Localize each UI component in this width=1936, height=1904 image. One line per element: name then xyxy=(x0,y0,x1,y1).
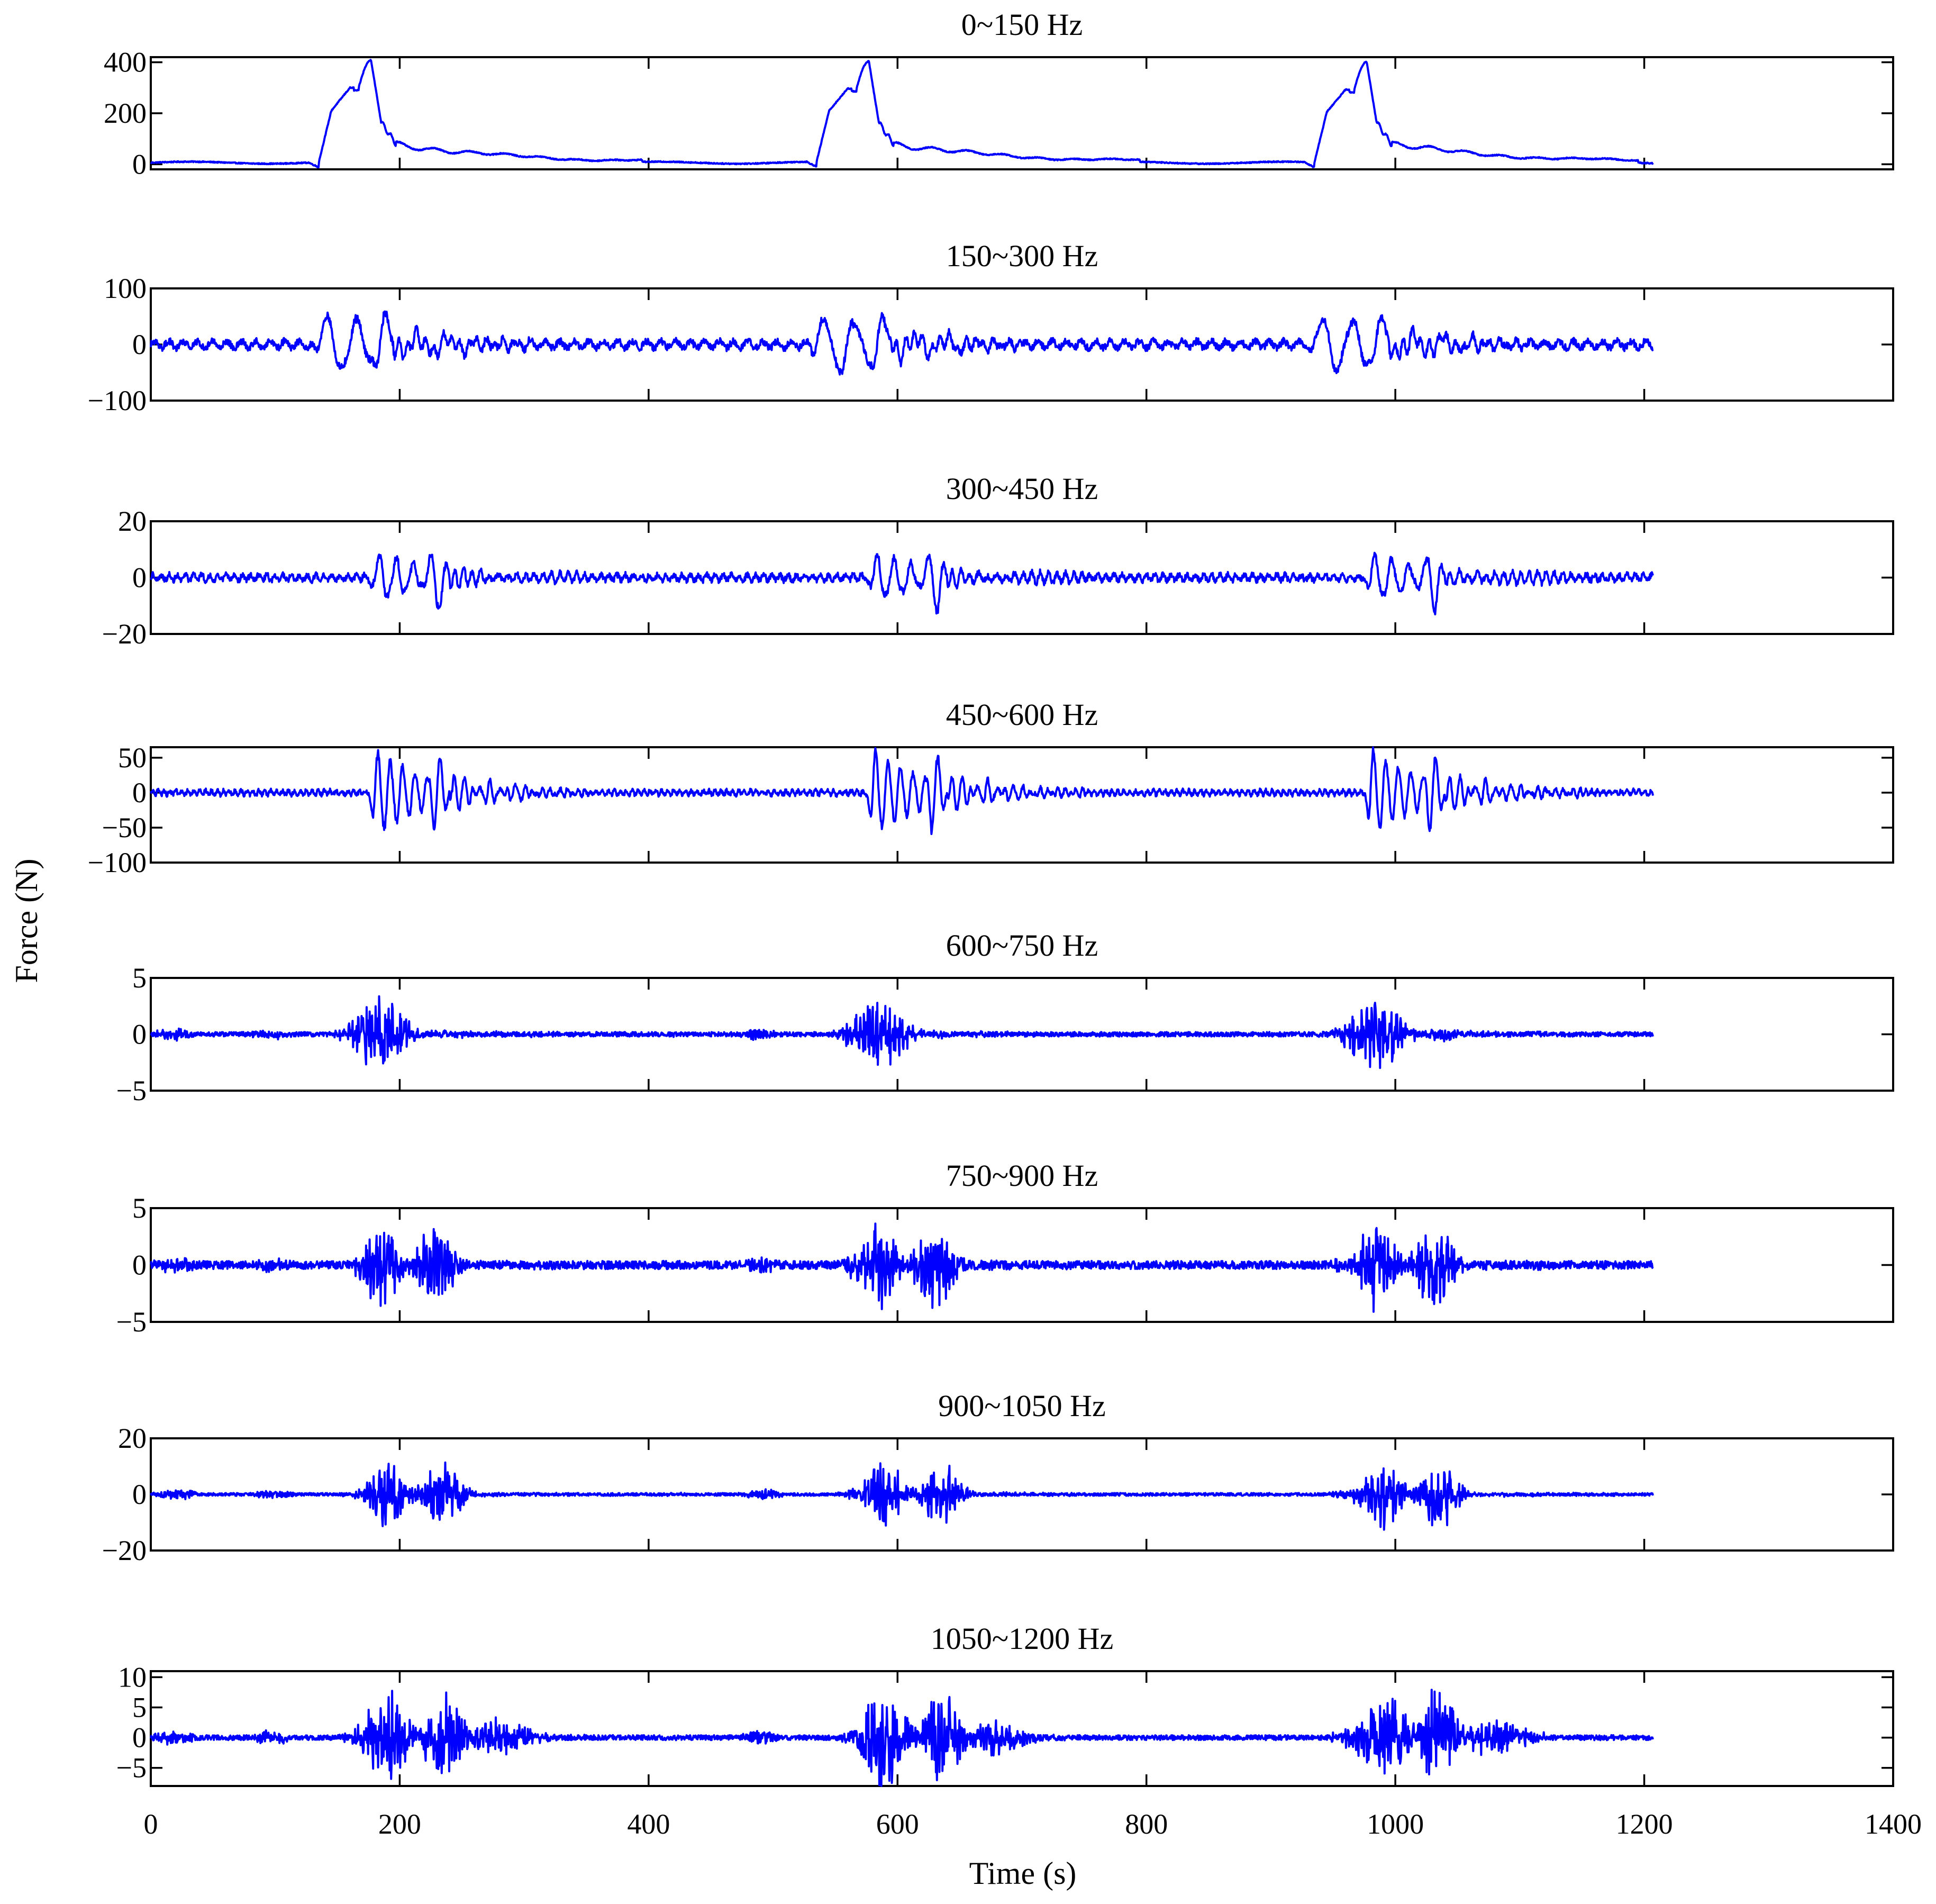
y-tick-label: 400 xyxy=(104,47,147,78)
x-tick-label: 800 xyxy=(1125,1808,1168,1840)
panel-title: 750~900 Hz xyxy=(946,1158,1098,1193)
subplot-4: 450~600 Hz 500−50−100 xyxy=(88,697,1894,878)
y-tick-label: 100 xyxy=(104,273,147,304)
y-tick-label: −5 xyxy=(116,1752,147,1784)
y-axis-label: Force (N) xyxy=(9,859,44,983)
series-line xyxy=(150,1461,1654,1531)
x-tick-label: 1200 xyxy=(1616,1808,1673,1840)
subplot-5: 600~750 Hz 5 0 −5 xyxy=(116,928,1894,1107)
y-tick-label: 10 xyxy=(118,1661,147,1693)
y-tick-label: 0 xyxy=(132,1722,147,1754)
x-tick-label: 200 xyxy=(378,1808,421,1840)
series-line xyxy=(150,1222,1654,1313)
y-tick-label: 200 xyxy=(104,97,147,129)
panel-title: 900~1050 Hz xyxy=(938,1389,1106,1423)
plot-frame xyxy=(150,56,1894,170)
plot-frame xyxy=(150,1670,1894,1787)
y-tick-label: −20 xyxy=(102,618,147,650)
y-tick-label: 0 xyxy=(132,329,147,360)
x-tick-label: 400 xyxy=(627,1808,670,1840)
y-tick-label: 0 xyxy=(132,1019,147,1050)
y-tick-label: 0 xyxy=(132,562,147,594)
y-tick-label: 0 xyxy=(132,148,147,180)
series-line xyxy=(150,310,1654,376)
y-tick-label: 5 xyxy=(132,962,147,994)
y-tick-label: −100 xyxy=(88,847,147,878)
series-line xyxy=(150,59,1654,169)
x-tick-label: 0 xyxy=(144,1808,158,1840)
y-tick-label: 0 xyxy=(132,1479,147,1510)
y-tick-label: 20 xyxy=(118,1422,147,1454)
subplot-6: 750~900 Hz 5 0 −5 xyxy=(116,1158,1894,1338)
y-tick-label: 50 xyxy=(118,742,147,774)
subplot-7: 900~1050 Hz 20 0 −20 xyxy=(102,1389,1894,1566)
y-tick-label: −50 xyxy=(102,812,147,844)
x-axis-label: Time (s) xyxy=(969,1856,1077,1891)
plot-frame xyxy=(150,746,1894,864)
subplot-1: 0~150 Hz 400 200 0 xyxy=(104,7,1894,180)
y-tick-label: 20 xyxy=(118,505,147,537)
y-tick-label: 5 xyxy=(132,1692,147,1724)
subplot-3: 300~450 Hz 20 0 −20 xyxy=(102,472,1894,650)
series-line xyxy=(150,995,1654,1069)
x-tick-label: 1400 xyxy=(1865,1808,1922,1840)
series-line xyxy=(150,746,1654,835)
x-tick-label: 600 xyxy=(876,1808,919,1840)
y-tick-label: −5 xyxy=(116,1306,147,1338)
y-tick-label: 5 xyxy=(132,1192,147,1224)
subplot-2: 150~300 Hz 100 0 −100 xyxy=(88,239,1894,416)
series-line xyxy=(150,551,1654,615)
y-tick-label: −5 xyxy=(116,1075,147,1107)
panel-title: 150~300 Hz xyxy=(946,239,1098,273)
x-tick-label: 1000 xyxy=(1367,1808,1424,1840)
panel-title: 0~150 Hz xyxy=(961,7,1083,42)
series-line xyxy=(150,1689,1654,1787)
panel-title: 450~600 Hz xyxy=(946,697,1098,732)
panel-title: 300~450 Hz xyxy=(946,472,1098,506)
y-tick-label: −20 xyxy=(102,1535,147,1566)
y-tick-label: 0 xyxy=(132,777,147,809)
panel-title: 600~750 Hz xyxy=(946,928,1098,963)
y-tick-label: 0 xyxy=(132,1249,147,1281)
panel-title: 1050~1200 Hz xyxy=(931,1621,1114,1656)
y-tick-label: −100 xyxy=(88,385,147,416)
